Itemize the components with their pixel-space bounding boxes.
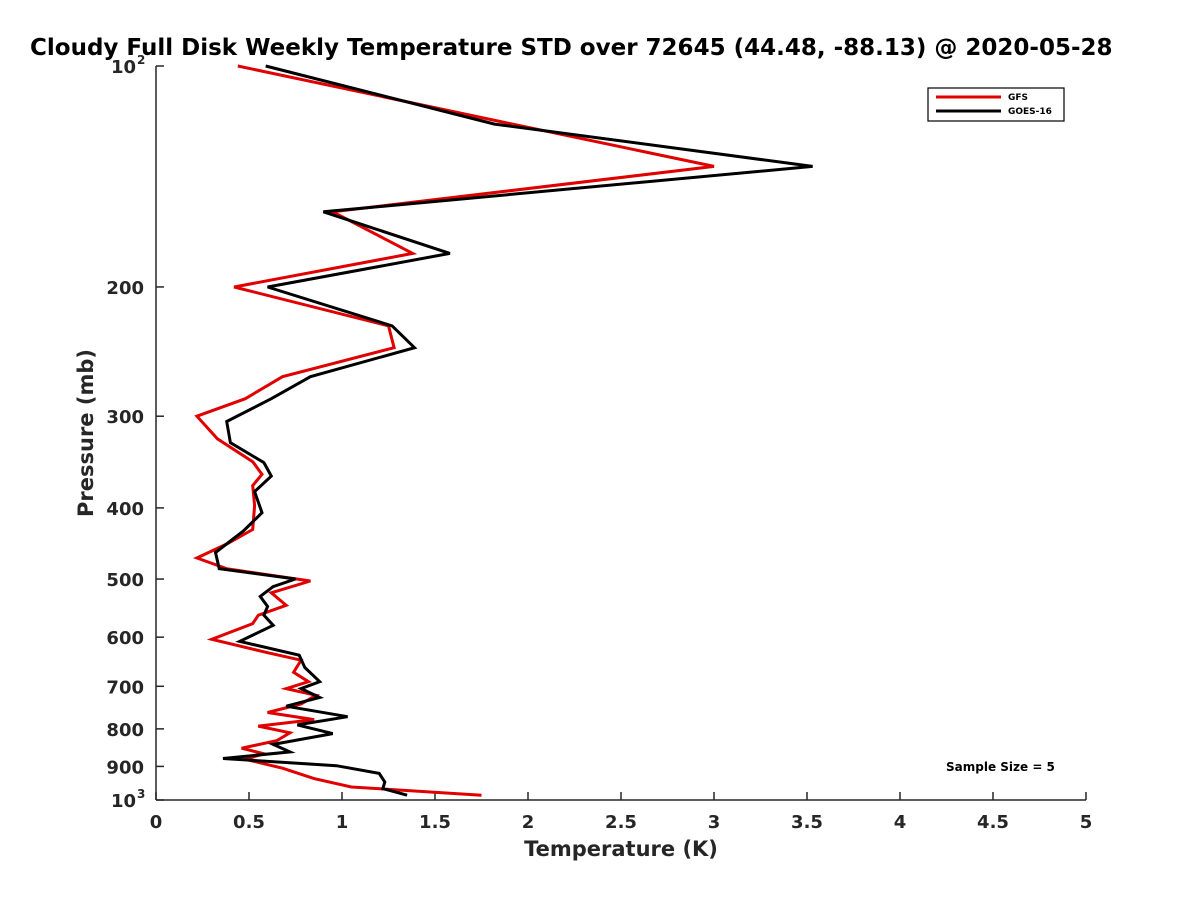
x-tick-label: 5 (1080, 812, 1093, 833)
x-tick-label: 2 (522, 812, 535, 833)
x-tick-label: 3.5 (791, 812, 823, 833)
x-tick-label: 1.5 (419, 812, 451, 833)
chart-title: Cloudy Full Disk Weekly Temperature STD … (30, 35, 1113, 61)
legend-box (927, 87, 1065, 122)
y-axis-label: Pressure (mb) (74, 349, 98, 517)
x-tick-label: 3 (708, 812, 721, 833)
y-tick-label: 10 (111, 791, 136, 812)
x-axis-ticks: 0 0.5 1 1.5 2 2.5 3 3.5 4 4.5 5 (150, 792, 1093, 833)
x-axis-label: Temperature (K) (524, 837, 718, 861)
y-tick-label: 900 (106, 757, 144, 778)
x-tick-label: 0 (150, 812, 163, 833)
y-tick-exponent: 2 (137, 53, 145, 67)
x-tick-label: 2.5 (605, 812, 637, 833)
y-tick-label: 800 (106, 720, 144, 741)
series-line-gfs (192, 64, 715, 797)
y-tick-label: 500 (106, 570, 144, 591)
legend: GFS GOES-16 (927, 87, 1065, 122)
y-tick-label: 300 (106, 407, 144, 428)
y-tick-label: 400 (106, 499, 144, 520)
y-tick-label: 200 (106, 278, 144, 299)
sample-size-annotation: Sample Size = 5 (946, 760, 1055, 774)
x-tick-label: 1 (336, 812, 349, 833)
x-tick-label: 0.5 (233, 812, 265, 833)
x-tick-label: 4.5 (977, 812, 1009, 833)
series-group (192, 64, 813, 797)
y-tick-label: 600 (106, 628, 144, 649)
x-tick-label: 4 (894, 812, 907, 833)
y-tick-exponent: 3 (137, 787, 145, 801)
series-line-goes-16 (213, 64, 813, 797)
y-tick-label: 700 (106, 677, 144, 698)
legend-label: GOES-16 (1008, 107, 1052, 117)
legend-label: GFS (1008, 93, 1028, 103)
y-tick-label: 10 (111, 57, 136, 78)
